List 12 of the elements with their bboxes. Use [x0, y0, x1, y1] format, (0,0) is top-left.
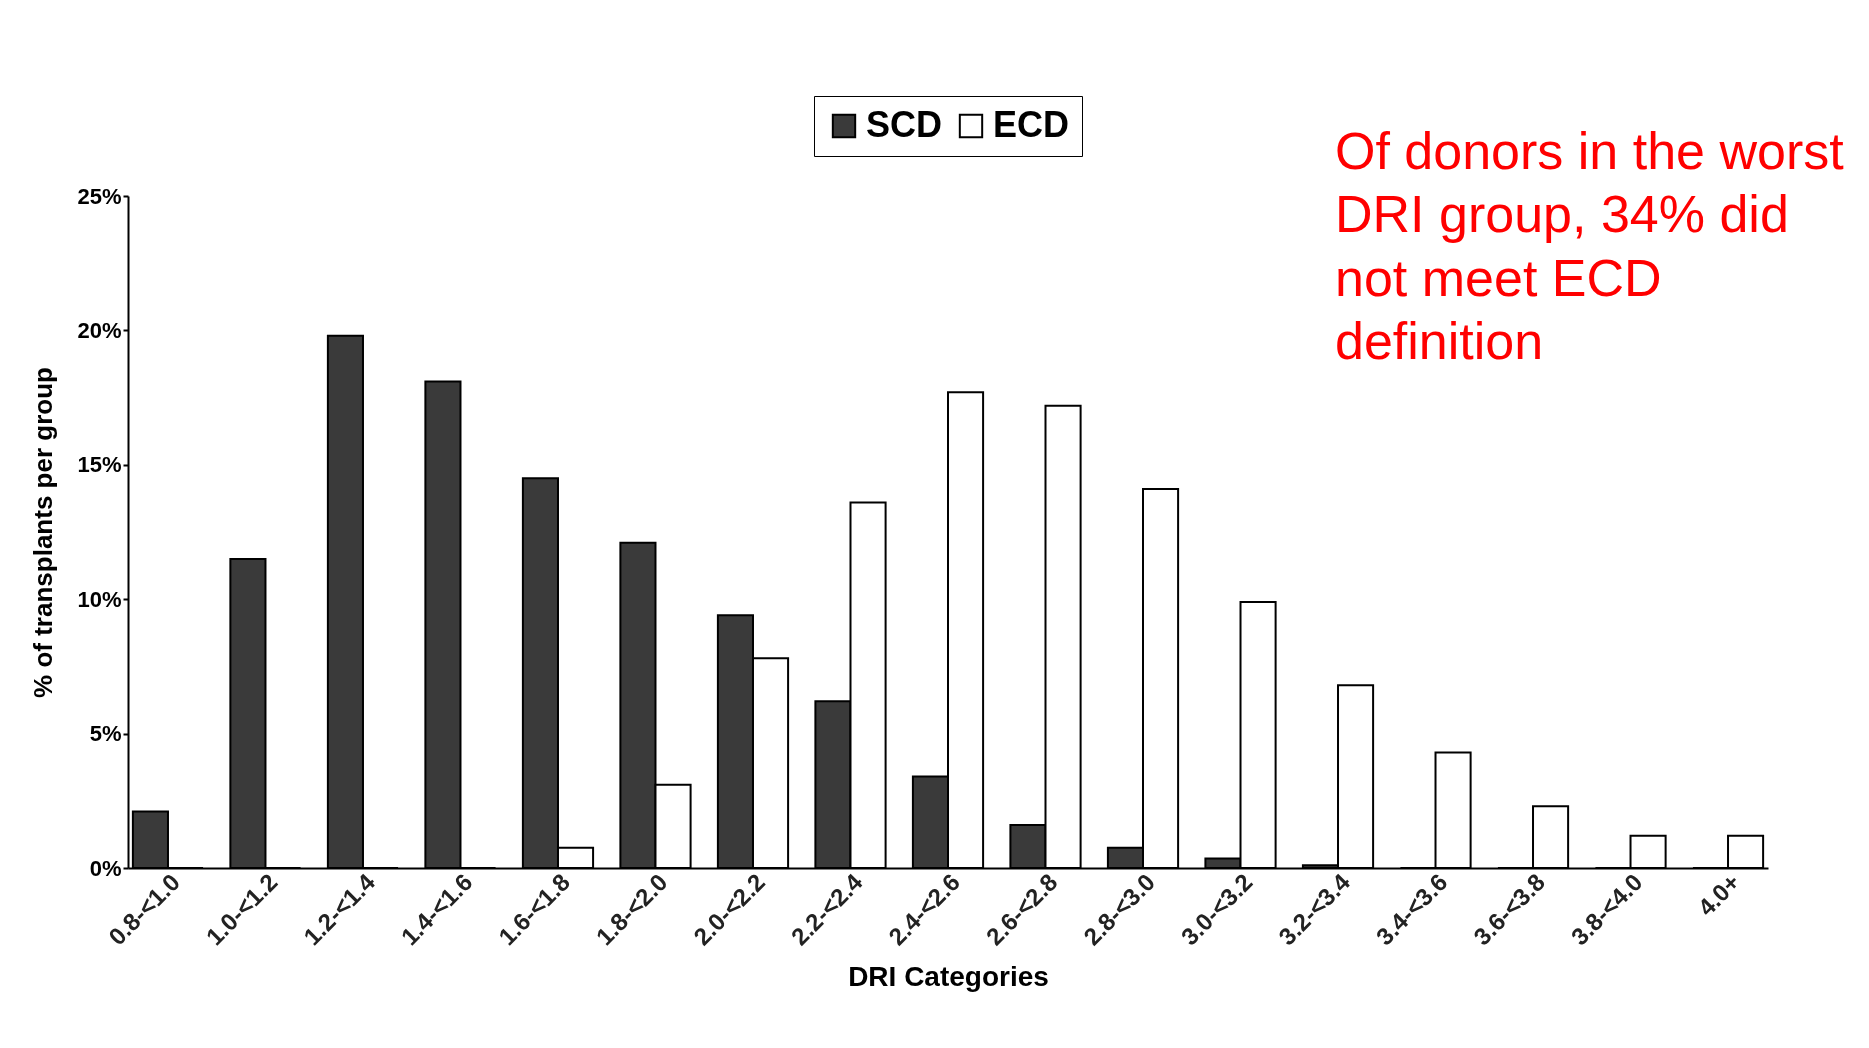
- x-axis-title: DRI Categories: [848, 961, 1049, 993]
- y-axis-title: % of transplants per group: [28, 367, 59, 698]
- y-tick-label: 5%: [89, 721, 122, 747]
- annotation: Of donors in the worst DRI group, 34% did not meet ECD definition: [1335, 121, 1845, 373]
- y-tick-label: 25%: [77, 183, 122, 209]
- legend-label: ECD: [993, 104, 1070, 145]
- y-tick-label: 20%: [77, 317, 122, 343]
- y-tick-label: 10%: [77, 586, 122, 612]
- x-tick-label: 4.0+: [1692, 868, 1745, 921]
- y-tick-label: 15%: [77, 452, 122, 478]
- y-tick-label: 0%: [89, 855, 122, 881]
- legend-label: SCD: [866, 104, 943, 145]
